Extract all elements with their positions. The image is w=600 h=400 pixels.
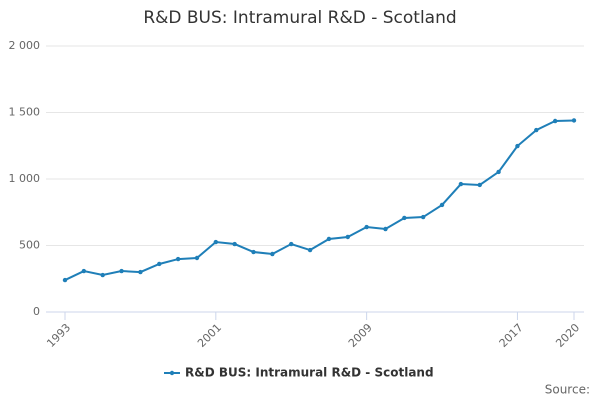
x-tick-label: 2017	[497, 321, 526, 350]
point	[62, 277, 68, 283]
point	[270, 251, 275, 257]
x-tick-label: 2009	[346, 321, 375, 350]
point	[364, 224, 369, 230]
point	[383, 226, 388, 232]
y-tick-label: 500	[19, 239, 40, 252]
point	[213, 239, 219, 245]
source: Source:	[545, 383, 590, 397]
point	[496, 169, 501, 175]
chart-title: R&D BUS: Intramural R&D - Scotland	[143, 8, 456, 28]
point	[175, 256, 181, 262]
point	[307, 247, 313, 253]
y-tick-label: 1 000	[9, 172, 41, 185]
series-line	[64, 119, 575, 281]
y-tick-label: 0	[33, 305, 40, 318]
point	[251, 249, 256, 255]
point	[515, 143, 520, 149]
point	[157, 261, 162, 267]
point	[138, 269, 143, 275]
legend-symbol	[169, 370, 175, 376]
point	[420, 214, 426, 220]
point	[552, 118, 558, 124]
point	[232, 241, 237, 247]
point	[477, 182, 482, 188]
point	[81, 268, 87, 274]
point	[100, 272, 105, 278]
x-tick-label: 2020	[553, 321, 582, 350]
x-tick-label: 2001	[195, 321, 224, 350]
y-tick-label: 2 000	[9, 39, 41, 52]
point	[458, 181, 464, 187]
legend-label: R&D BUS: Intramural R&D - Scotland	[185, 366, 434, 380]
point	[571, 118, 577, 123]
point	[119, 268, 124, 274]
point	[439, 202, 445, 208]
y-tick-label: 1 500	[9, 106, 41, 119]
x-tick-label: 1993	[44, 321, 73, 350]
point	[326, 236, 332, 242]
point	[345, 234, 350, 240]
point	[402, 215, 407, 221]
point	[534, 127, 539, 133]
point	[194, 255, 200, 261]
point	[289, 241, 294, 247]
